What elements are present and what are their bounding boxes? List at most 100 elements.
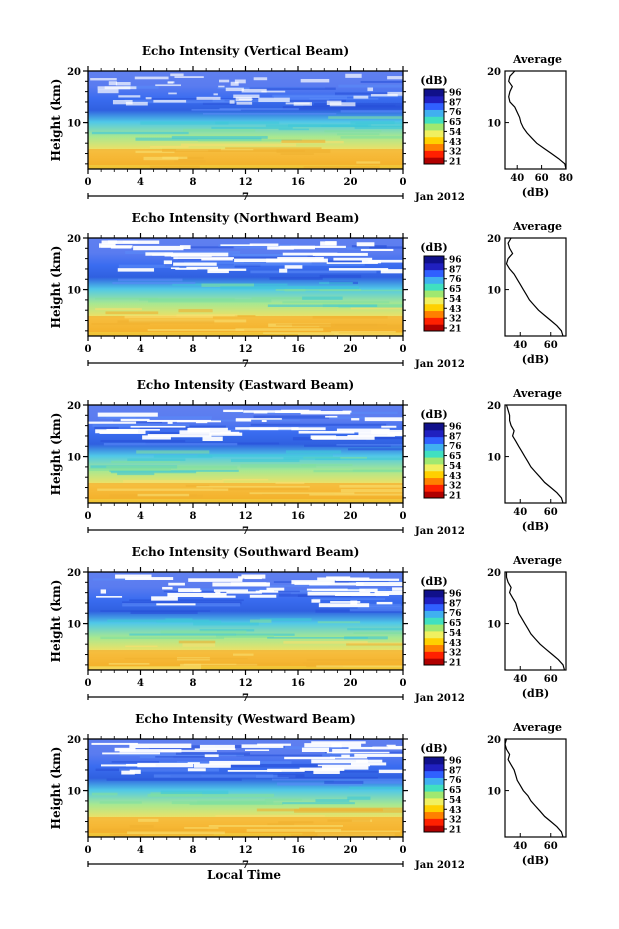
heatmap-gap [236, 101, 253, 105]
profile-y-tick-label: 10 [487, 787, 501, 798]
heatmap-gap [88, 421, 137, 424]
heatmap-gap [97, 86, 131, 90]
heatmap-gap [249, 243, 279, 247]
heatmap-gap [329, 756, 368, 759]
profile-frame [504, 404, 567, 504]
heatmap-streak [263, 332, 339, 335]
heatmap-streak [236, 754, 356, 757]
x-tick-label: 4 [137, 344, 144, 355]
date-label: Jan 2012 [414, 693, 465, 704]
heatmap-gap [225, 87, 244, 92]
x-tick-label: 0 [400, 511, 407, 522]
colorbar-swatch [424, 651, 444, 659]
heatmap-gap [203, 595, 236, 598]
heatmap-streak [129, 633, 236, 636]
heatmap-streak [250, 270, 377, 274]
heatmap-gap [179, 430, 231, 435]
profile-y-tick-label: 20 [487, 735, 501, 746]
heatmap-streak [160, 630, 247, 634]
heatmap-streak [271, 778, 403, 781]
colorbar-swatch [424, 590, 444, 598]
heatmap-streak [110, 471, 197, 474]
x-tick-label: 8 [190, 845, 197, 856]
heatmap-streak [322, 753, 385, 757]
heatmap-streak [165, 618, 193, 621]
heatmap-gap [356, 759, 383, 763]
heatmap-streak [250, 423, 387, 426]
colorbar-swatch [424, 102, 444, 110]
colorbar-swatch [424, 797, 444, 806]
heatmap-streak [251, 297, 331, 300]
heatmap-streak [129, 825, 154, 829]
heatmap-gap [100, 764, 141, 767]
profile-x-label: (dB) [522, 687, 549, 700]
panel-1: Echo Intensity (Vertical Beam) 20 10 Height… [49, 44, 573, 203]
heatmap-gap [315, 253, 361, 256]
profile-title: Average [512, 53, 562, 66]
heatmap-streak [177, 256, 316, 260]
colorbar-tick-label: 76 [449, 776, 462, 786]
colorbar-swatch [424, 143, 444, 151]
colorbar-tick-label: 87 [449, 265, 462, 275]
colorbar-tick-label: 43 [449, 639, 462, 649]
heatmap-streak [189, 429, 309, 431]
x-tick-label: 16 [291, 344, 305, 355]
heatmap-gap [204, 754, 219, 757]
colorbar-swatch [424, 109, 444, 117]
heatmap-streak [346, 643, 403, 646]
heatmap-gap [178, 588, 201, 593]
heatmap-streak [280, 153, 314, 155]
heatmap-streak [302, 296, 343, 300]
heatmap-gap [312, 436, 375, 440]
heatmap-streak [117, 320, 215, 324]
colorbar-swatch [424, 95, 444, 104]
heatmap-gap [167, 421, 173, 424]
profile-x-tick-label: 40 [513, 841, 527, 852]
heatmap-streak [234, 315, 256, 317]
heatmap-gap [188, 578, 243, 582]
heatmap-streak [267, 823, 295, 826]
colorbar-swatch [424, 818, 444, 826]
heatmap-streak [319, 282, 353, 285]
heatmap-streak [347, 796, 371, 800]
heatmap-gap [378, 769, 403, 774]
heatmap-streak [340, 489, 403, 493]
heatmap-streak [202, 102, 250, 105]
colorbar-frame [423, 589, 445, 666]
heatmap-gap [282, 252, 338, 256]
panel-title: Echo Intensity (Northward Beam) [132, 211, 360, 225]
panel-title: Echo Intensity (Vertical Beam) [142, 44, 349, 58]
heatmap-streak [124, 315, 213, 319]
panel-title: Echo Intensity (Southward Beam) [132, 545, 360, 559]
colorbar-swatch [424, 784, 444, 792]
profile-x-tick-label: 40 [513, 674, 527, 685]
heatmap-gap [374, 591, 403, 595]
heatmap-streak [92, 578, 135, 581]
heatmap-gap [134, 76, 169, 80]
profile-x-tick-label: 60 [544, 674, 558, 685]
heatmap-gap [218, 79, 230, 83]
heatmap-streak [354, 246, 403, 249]
colorbar-tick-label: 21 [449, 659, 462, 669]
heatmap-streak [301, 464, 353, 466]
date-label: Jan 2012 [414, 526, 465, 537]
colorbar-swatch [424, 157, 444, 165]
heatmap-gap [171, 255, 212, 257]
heatmap-streak [299, 807, 403, 810]
heatmap-streak [124, 657, 248, 660]
heatmap-gap [320, 241, 337, 246]
heatmap-streak [153, 774, 274, 778]
heatmap-streak [176, 246, 234, 249]
heatmap-gap [261, 90, 286, 93]
heatmap-gap [153, 99, 187, 103]
heatmap-streak [283, 641, 368, 644]
heatmap-streak [338, 84, 403, 88]
heatmap-streak [106, 778, 242, 781]
heatmap-streak [140, 121, 229, 125]
date-cursor-label: 7 [242, 526, 249, 537]
heatmap-gap [215, 591, 221, 594]
heatmap-streak [100, 440, 186, 443]
colorbar-tick-label: 32 [449, 148, 462, 158]
x-tick-label: 4 [137, 511, 144, 522]
heatmap-streak [225, 147, 322, 150]
